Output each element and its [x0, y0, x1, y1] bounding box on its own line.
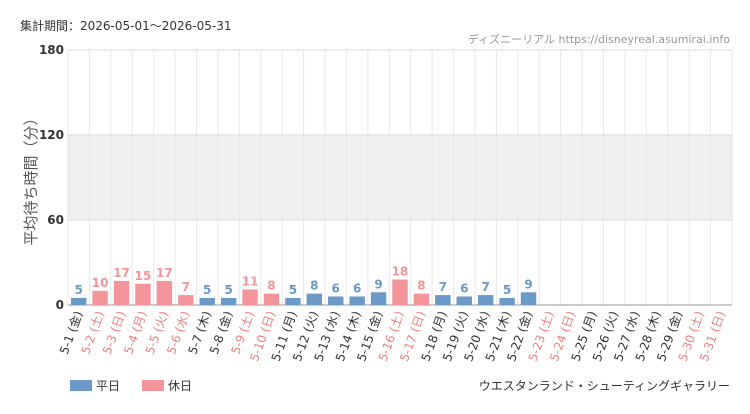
bar — [413, 293, 430, 305]
data-label: 5 — [224, 283, 232, 297]
bar — [370, 292, 387, 305]
bar — [178, 295, 194, 305]
data-label: 5 — [289, 283, 297, 297]
legend-swatch — [70, 380, 92, 391]
legend-label: 平日 — [96, 379, 120, 393]
data-label: 6 — [460, 282, 468, 296]
y-tick-label: 60 — [47, 213, 64, 227]
bar — [113, 280, 130, 305]
data-label: 9 — [374, 277, 382, 291]
bar — [392, 279, 408, 305]
legend-label: 休日 — [168, 379, 192, 393]
data-label: 8 — [417, 279, 425, 293]
data-label: 18 — [392, 265, 409, 279]
legend-swatch — [142, 380, 164, 391]
bar — [328, 296, 344, 305]
data-label: 6 — [353, 282, 361, 296]
data-label: 10 — [92, 276, 109, 290]
data-label: 6 — [332, 282, 340, 296]
data-label: 8 — [267, 279, 275, 293]
y-tick-label: 0 — [56, 298, 64, 312]
subtitle: ウエスタンランド・シューティングギャラリー — [479, 379, 730, 393]
data-label: 9 — [524, 277, 532, 291]
bar — [135, 283, 151, 305]
bar — [435, 295, 451, 305]
bar — [92, 290, 108, 305]
data-label: 7 — [439, 280, 447, 294]
bar — [520, 292, 537, 305]
y-tick-label: 180 — [39, 43, 64, 57]
bar — [263, 293, 280, 305]
bar — [156, 280, 173, 305]
bar — [499, 297, 515, 305]
data-label: 7 — [481, 280, 489, 294]
data-label: 7 — [182, 280, 190, 294]
data-label: 17 — [113, 266, 130, 280]
y-tick-label: 120 — [39, 128, 64, 142]
data-label: 15 — [135, 269, 152, 283]
chart-title: 集計期間：2026-05-01〜2026-05-31 — [20, 18, 231, 33]
bar — [70, 297, 87, 305]
bar — [306, 293, 323, 305]
bar — [199, 297, 215, 305]
data-label: 11 — [242, 274, 259, 288]
data-label: 5 — [203, 283, 211, 297]
bar — [220, 297, 237, 305]
bar — [285, 297, 301, 305]
data-label: 8 — [310, 279, 318, 293]
bar — [242, 289, 258, 305]
source: ディズニーリアル https://disneyreal.asumirai.inf… — [468, 32, 730, 46]
data-label: 5 — [75, 283, 83, 297]
data-label: 17 — [156, 266, 173, 280]
data-label: 5 — [503, 283, 511, 297]
bar — [477, 295, 494, 305]
y-axis-label: 平均待ち時間（分） — [22, 110, 40, 245]
bar — [349, 296, 365, 305]
grid-band — [68, 135, 732, 220]
bar — [456, 296, 472, 305]
